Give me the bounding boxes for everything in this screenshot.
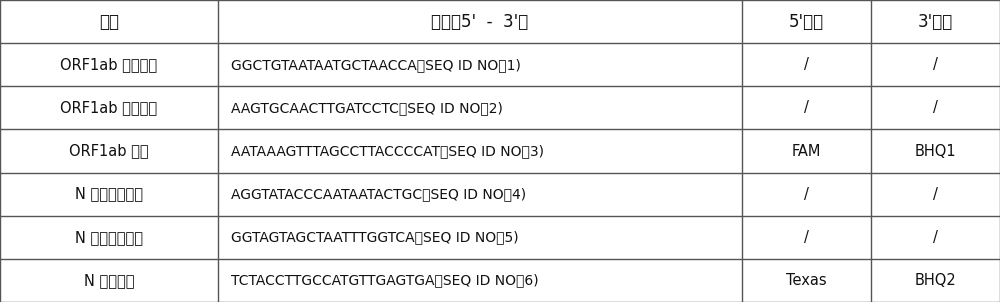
Text: TCTACCTTGCCATGTTGAGTGA（SEQ ID NO：6): TCTACCTTGCCATGTTGAGTGA（SEQ ID NO：6) [231, 273, 539, 288]
Text: ORF1ab 探针: ORF1ab 探针 [69, 143, 149, 159]
Text: 3'修饰: 3'修饰 [918, 13, 953, 31]
Text: N 基因探针: N 基因探针 [84, 273, 134, 288]
Text: FAM: FAM [792, 143, 821, 159]
Text: /: / [933, 230, 938, 245]
Text: /: / [933, 187, 938, 202]
Text: AATAAAGTTTAGCCTTACCCCAT（SEQ ID NO：3): AATAAAGTTTAGCCTTACCCCAT（SEQ ID NO：3) [231, 144, 544, 158]
Text: AGGTATACCCAATAATACTGC（SEQ ID NO：4): AGGTATACCCAATAATACTGC（SEQ ID NO：4) [231, 187, 526, 201]
Text: /: / [804, 100, 809, 115]
Text: N 基因下游引物: N 基因下游引物 [75, 230, 143, 245]
Text: /: / [804, 187, 809, 202]
Text: ORF1ab 上游引物: ORF1ab 上游引物 [60, 57, 158, 72]
Text: BHQ2: BHQ2 [915, 273, 956, 288]
Text: ORF1ab 下游引物: ORF1ab 下游引物 [60, 100, 158, 115]
Text: /: / [933, 57, 938, 72]
Text: 名称: 名称 [99, 13, 119, 31]
Text: AAGTGCAACTTGATCCTC（SEQ ID NO：2): AAGTGCAACTTGATCCTC（SEQ ID NO：2) [231, 101, 503, 115]
Text: GGTAGTAGCTAATTTGGTCA（SEQ ID NO：5): GGTAGTAGCTAATTTGGTCA（SEQ ID NO：5) [231, 230, 519, 244]
Text: 序列（5'  -  3'）: 序列（5' - 3'） [431, 13, 529, 31]
Text: /: / [804, 230, 809, 245]
Text: GGCTGTAATAATGCTAACCA（SEQ ID NO：1): GGCTGTAATAATGCTAACCA（SEQ ID NO：1) [231, 58, 521, 72]
Text: /: / [804, 57, 809, 72]
Text: BHQ1: BHQ1 [915, 143, 956, 159]
Text: /: / [933, 100, 938, 115]
Text: Texas: Texas [786, 273, 827, 288]
Text: N 基因上游引物: N 基因上游引物 [75, 187, 143, 202]
Text: 5'修饰: 5'修饰 [789, 13, 824, 31]
